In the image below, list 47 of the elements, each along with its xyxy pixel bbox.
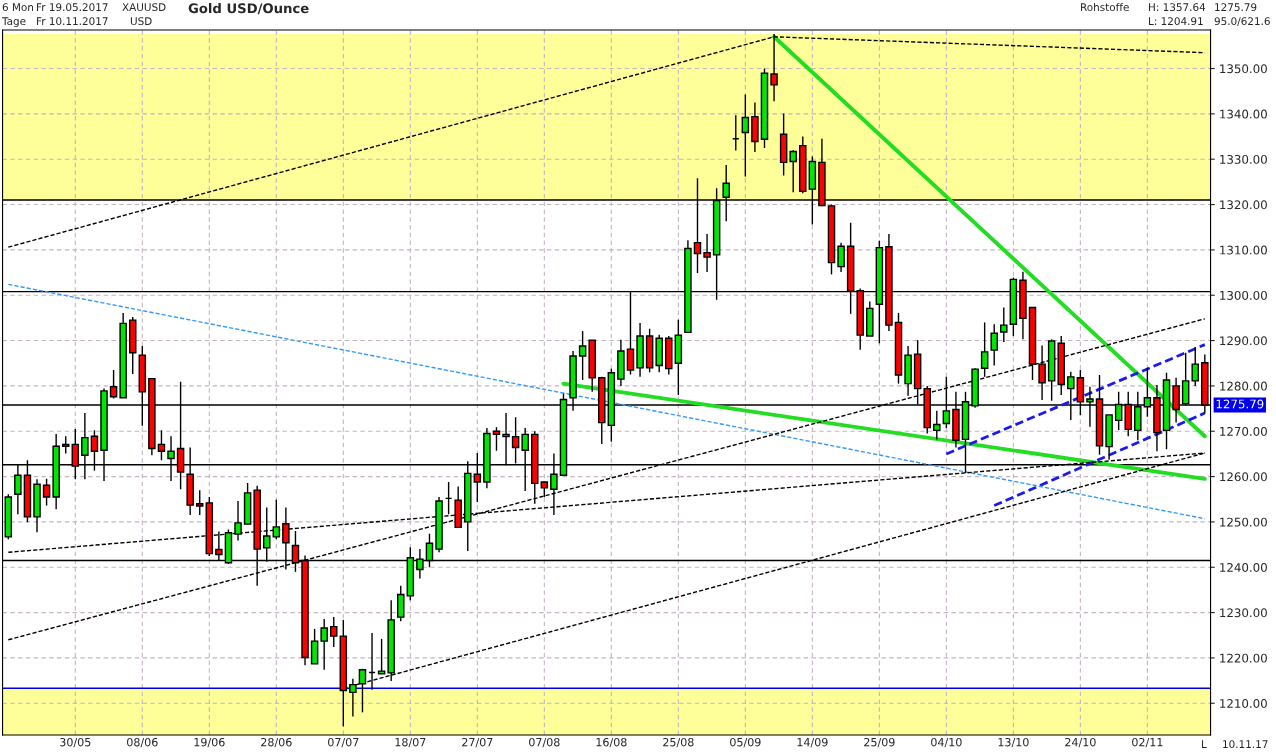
y-tick-label: 1310.00 — [1220, 245, 1267, 255]
y-tick-label: 1340.00 — [1220, 109, 1267, 119]
y-tick-label: 1220.00 — [1220, 653, 1267, 663]
text: Fr 10.11.2017 — [37, 17, 108, 26]
x-tick-label: 28/06 — [261, 737, 292, 748]
chart-title: Gold USD/Ounce — [188, 3, 309, 15]
text: H: 1357.64 — [1149, 3, 1206, 12]
ref-line-label: 1275.79 — [1216, 399, 1264, 409]
text: Fr 19.05.2017 — [37, 3, 108, 12]
text: 95.0/621.6 — [1214, 17, 1270, 26]
text: L — [1202, 740, 1207, 748]
y-tick-label: 1290.00 — [1220, 336, 1267, 346]
x-tick-label: 02/11 — [1132, 737, 1163, 748]
x-tick-label: 27/07 — [462, 737, 493, 748]
y-tick-label: 1270.00 — [1220, 426, 1267, 436]
y-tick-label: 1330.00 — [1220, 154, 1267, 164]
x-tick-label: 07/07 — [328, 737, 359, 748]
text: 6 Mon — [2, 3, 34, 12]
x-tick-label: 16/08 — [596, 737, 627, 748]
y-tick-label: 1240.00 — [1220, 562, 1267, 572]
x-tick-label: 05/09 — [730, 737, 761, 748]
x-tick-label: 13/10 — [998, 737, 1029, 748]
x-tick-label: 14/09 — [797, 737, 828, 748]
y-tick-label: 1350.00 — [1220, 64, 1267, 74]
y-tick-label: 1280.00 — [1220, 381, 1267, 391]
text: Rohstoffe — [1081, 3, 1129, 12]
x-tick-label: 07/08 — [529, 737, 560, 748]
text: XAUUSD — [122, 3, 166, 12]
text: Tage — [1, 17, 26, 28]
text: L: 1204.91 — [1149, 17, 1203, 26]
y-tick-label: 1260.00 — [1220, 472, 1267, 482]
y-tick-label: 1250.00 — [1220, 517, 1267, 527]
y-tick-label: 1300.00 — [1220, 290, 1267, 300]
text: USD — [130, 17, 152, 26]
text: 1275.79 — [1215, 3, 1257, 12]
y-tick-label: 1230.00 — [1220, 608, 1267, 618]
x-tick-label: 19/06 — [194, 737, 225, 748]
x-tick-label: 25/09 — [864, 737, 895, 748]
y-tick-label: 1210.00 — [1220, 698, 1267, 708]
x-tick-label: 24/10 — [1065, 737, 1096, 748]
text: 10.11.17 — [1223, 740, 1268, 749]
x-tick-label: 08/06 — [127, 737, 158, 748]
x-tick-label: 25/08 — [663, 737, 694, 748]
x-tick-label: 18/07 — [395, 737, 426, 748]
y-tick-label: 1320.00 — [1220, 200, 1267, 210]
x-tick-label: 04/10 — [931, 737, 962, 748]
x-tick-label: 30/05 — [60, 737, 91, 748]
